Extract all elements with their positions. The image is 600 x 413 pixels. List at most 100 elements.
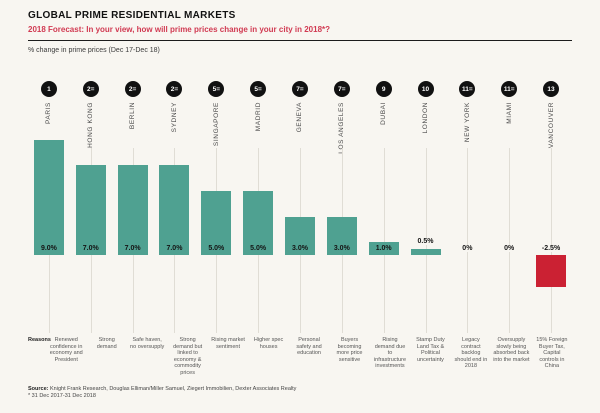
reasons-section: Reasons Renewed confidence in economy an…: [28, 335, 572, 376]
chart-column: 5= SINGAPORE 5.0%: [195, 81, 237, 333]
rank-badge: 5=: [208, 81, 225, 97]
column-guide-line: [467, 148, 469, 333]
chart-column: 10 LONDON 0.5%: [405, 81, 447, 333]
plot-area: 7.0%: [112, 148, 154, 333]
reason-text: Stamp Duty Land Tax & Political uncertai…: [416, 337, 445, 363]
value-label: 3.0%: [292, 245, 308, 252]
city-label: VANCOUVER: [547, 102, 555, 149]
rank-badge: 2=: [82, 81, 99, 97]
city-label: SYDNEY: [170, 102, 178, 133]
bar-positive: [117, 165, 148, 255]
city-label: SINGAPORE: [212, 102, 220, 147]
city-label-area: NEW YORK: [464, 102, 471, 148]
bar-positive: [243, 191, 274, 255]
column-guide-line: [383, 148, 385, 333]
city-label-area: MADRID: [255, 102, 262, 148]
reason-text: Personal safety and education: [296, 337, 322, 356]
bar-positive: [75, 165, 106, 255]
city-label: MADRID: [254, 102, 262, 132]
page-subtitle: 2018 Forecast: In your view, how will pr…: [28, 25, 331, 34]
reason-text: Strong demand: [96, 337, 117, 350]
value-label: 7.0%: [124, 245, 141, 252]
value-label: 7.0%: [166, 245, 183, 252]
reason-text: Legacy contract backlog should end in 20…: [454, 337, 488, 369]
bar-positive: [326, 216, 357, 255]
city-label: LONDON: [422, 102, 430, 134]
reason-text: Buyers becoming more price sensitive: [336, 337, 363, 363]
column-guide-line: [551, 148, 553, 333]
city-label: BERLIN: [129, 102, 137, 130]
value-label: -2.5%: [539, 245, 563, 252]
reason-text: Renewed confidence in economy and Presid…: [49, 337, 83, 363]
city-label-area: LONDON: [422, 102, 429, 148]
rank-badge: 11=: [459, 81, 476, 97]
chart-column: 2= HONG KONG 7.0%: [70, 81, 112, 333]
value-label: 9.0%: [40, 245, 57, 252]
reason-text: Rising market sentiment: [211, 337, 245, 350]
city-label: MIAMI: [505, 102, 513, 124]
chart-column: 1 PARIS 9.0%: [28, 81, 70, 333]
chart-column: 2= SYDNEY 7.0%: [154, 81, 196, 333]
chart-column: 7= GENEVA 3.0%: [279, 81, 321, 333]
rank-badge: 9: [375, 81, 392, 97]
chart-column: 2= BERLIN 7.0%: [112, 81, 154, 333]
footnote: * 31 Dec 2017-31 Dec 2018: [28, 393, 96, 399]
reason-text: Oversupply slowly being absorbed back in…: [493, 337, 530, 363]
source-text: Knight Frank Research, Douglas Elliman/M…: [50, 386, 297, 392]
chart-column: 11= MIAMI 0%: [488, 81, 530, 333]
reasons-label: Reasons: [28, 337, 51, 343]
axis-note: % change in prime prices (Dec 17-Dec 18): [28, 47, 160, 54]
bar-positive: [33, 139, 64, 255]
plot-area: 3.0%: [321, 148, 363, 333]
value-label: 0%: [502, 245, 517, 252]
rank-badge: 1: [40, 81, 57, 97]
plot-area: 9.0%: [28, 139, 70, 333]
value-label: 5.0%: [250, 245, 267, 252]
page-title: GLOBAL PRIME RESIDENTIAL MARKETS: [28, 10, 236, 21]
value-label: 5.0%: [208, 245, 225, 252]
chart-column: 13 VANCOUVER -2.5%: [530, 81, 572, 333]
infographic-page: GLOBAL PRIME RESIDENTIAL MARKETS 2018 Fo…: [28, 10, 572, 400]
header-divider: [28, 40, 572, 41]
value-label: 0.5%: [415, 237, 436, 245]
reason-text: Strong demand but linked to economy & co…: [173, 337, 203, 376]
city-label-area: VANCOUVER: [548, 102, 555, 148]
bar-positive: [410, 248, 441, 255]
plot-area: 7.0%: [154, 148, 196, 333]
city-label-area: GENEVA: [296, 102, 303, 148]
bar-positive: [284, 216, 315, 255]
rank-badge: 2=: [166, 81, 183, 97]
value-label: 3.0%: [333, 245, 350, 252]
city-label: NEW YORK: [463, 102, 471, 143]
reason-text: Higher spec houses: [253, 337, 284, 350]
rank-badge: 13: [543, 81, 560, 97]
chart-column: 5= MADRID 5.0%: [237, 81, 279, 333]
city-label: PARIS: [45, 102, 53, 125]
city-label-area: HONG KONG: [87, 102, 94, 148]
plot-area: 3.0%: [279, 148, 321, 333]
rank-badge: 10: [417, 81, 434, 97]
plot-area: 7.0%: [70, 148, 112, 333]
bar-negative: [536, 255, 567, 287]
footer: Source: Knight Frank Research, Douglas E…: [28, 386, 572, 400]
plot-area: 5.0%: [195, 148, 237, 333]
reason-text: Rising demand due to infrastructure inve…: [373, 337, 407, 369]
plot-area: 5.0%: [237, 148, 279, 333]
rank-badge: 2=: [124, 81, 141, 97]
rank-badge: 11=: [501, 81, 518, 97]
source-label: Source:: [28, 386, 49, 392]
city-label-area: MIAMI: [506, 102, 513, 148]
value-label: 0%: [460, 245, 475, 252]
plot-area: 1.0%: [363, 148, 405, 333]
plot-area: 0%: [446, 148, 488, 333]
city-label-area: LOS ANGELES: [338, 102, 345, 154]
city-label-area: BERLIN: [129, 102, 136, 148]
city-label-area: SINGAPORE: [213, 102, 220, 148]
city-label: DUBAI: [380, 102, 388, 125]
value-label: 1.0%: [375, 245, 392, 252]
city-label-area: DUBAI: [380, 102, 387, 148]
chart-column: 7= LOS ANGELES 3.0%: [321, 81, 363, 333]
city-label-area: SYDNEY: [171, 102, 178, 148]
column-guide-line: [509, 148, 511, 333]
bar-positive: [159, 165, 190, 255]
